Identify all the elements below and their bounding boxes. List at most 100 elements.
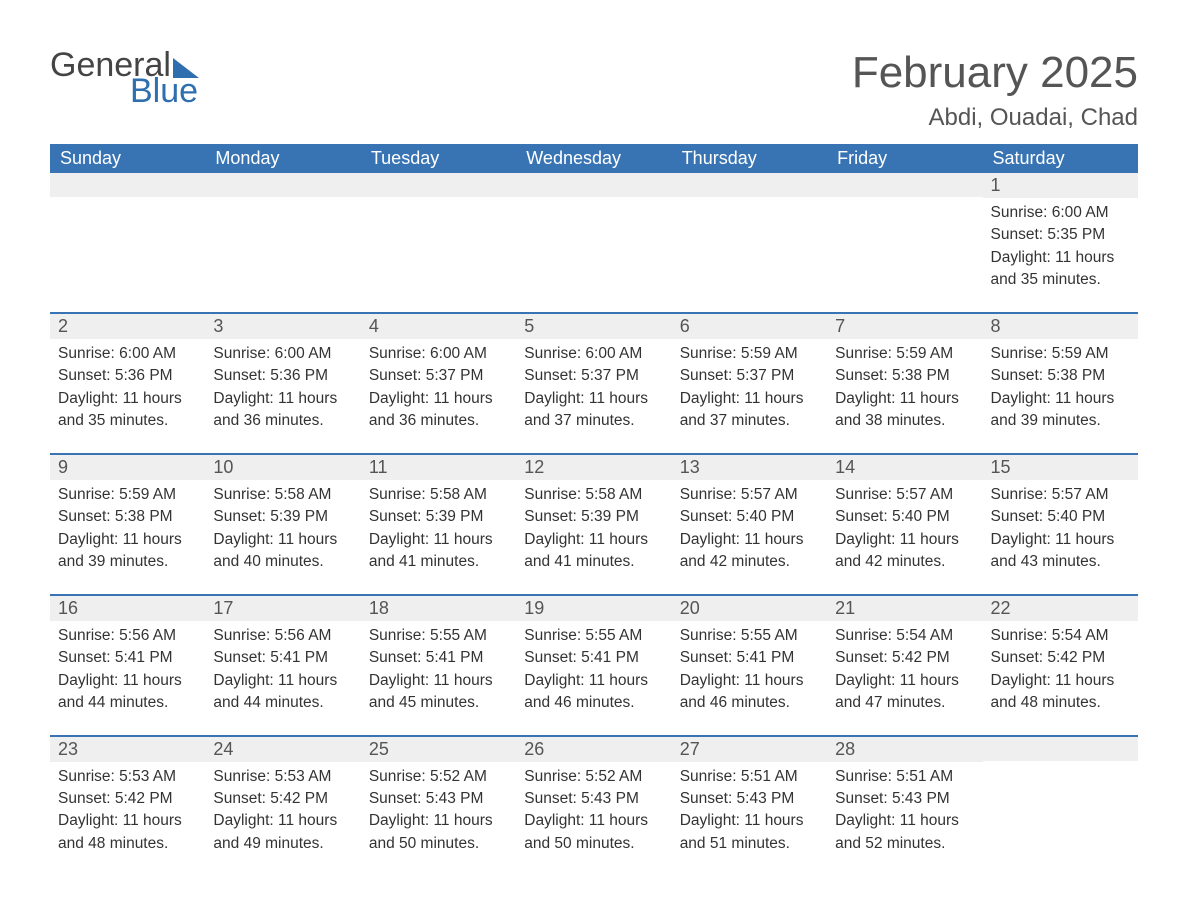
sunset-text: Sunset: 5:43 PM xyxy=(524,788,663,810)
calendar-cell xyxy=(50,173,205,313)
day-details: Sunrise: 5:55 AMSunset: 5:41 PMDaylight:… xyxy=(516,621,671,735)
calendar-cell: 7Sunrise: 5:59 AMSunset: 5:38 PMDaylight… xyxy=(827,313,982,454)
calendar-cell: 4Sunrise: 6:00 AMSunset: 5:37 PMDaylight… xyxy=(361,313,516,454)
title-block: February 2025 Abdi, Ouadai, Chad xyxy=(852,48,1138,132)
day-number: 19 xyxy=(516,596,671,621)
day-details: Sunrise: 5:59 AMSunset: 5:38 PMDaylight:… xyxy=(983,339,1138,453)
day-number: 13 xyxy=(672,455,827,480)
calendar-cell: 5Sunrise: 6:00 AMSunset: 5:37 PMDaylight… xyxy=(516,313,671,454)
daylight-text: Daylight: 11 hours and 47 minutes. xyxy=(835,670,974,715)
daylight-text: Daylight: 11 hours and 52 minutes. xyxy=(835,810,974,855)
sunset-text: Sunset: 5:43 PM xyxy=(680,788,819,810)
sunset-text: Sunset: 5:38 PM xyxy=(835,365,974,387)
day-details: Sunrise: 5:59 AMSunset: 5:37 PMDaylight:… xyxy=(672,339,827,453)
sunset-text: Sunset: 5:42 PM xyxy=(991,647,1130,669)
day-number: 6 xyxy=(672,314,827,339)
sunrise-text: Sunrise: 5:58 AM xyxy=(369,484,508,506)
calendar-week-row: 9Sunrise: 5:59 AMSunset: 5:38 PMDaylight… xyxy=(50,454,1138,595)
calendar-head: SundayMondayTuesdayWednesdayThursdayFrid… xyxy=(50,144,1138,173)
day-details: Sunrise: 5:59 AMSunset: 5:38 PMDaylight:… xyxy=(827,339,982,453)
day-details xyxy=(672,197,827,297)
sunset-text: Sunset: 5:40 PM xyxy=(835,506,974,528)
calendar-cell xyxy=(205,173,360,313)
sunrise-text: Sunrise: 5:52 AM xyxy=(524,766,663,788)
day-number: 28 xyxy=(827,737,982,762)
sunset-text: Sunset: 5:42 PM xyxy=(835,647,974,669)
calendar-cell: 12Sunrise: 5:58 AMSunset: 5:39 PMDayligh… xyxy=(516,454,671,595)
day-number: 26 xyxy=(516,737,671,762)
day-number xyxy=(361,173,516,197)
day-number: 11 xyxy=(361,455,516,480)
calendar-cell: 26Sunrise: 5:52 AMSunset: 5:43 PMDayligh… xyxy=(516,736,671,876)
daylight-text: Daylight: 11 hours and 35 minutes. xyxy=(58,388,197,433)
calendar-cell: 22Sunrise: 5:54 AMSunset: 5:42 PMDayligh… xyxy=(983,595,1138,736)
day-details: Sunrise: 5:54 AMSunset: 5:42 PMDaylight:… xyxy=(827,621,982,735)
day-details: Sunrise: 6:00 AMSunset: 5:35 PMDaylight:… xyxy=(983,198,1138,312)
day-details xyxy=(983,761,1138,861)
daylight-text: Daylight: 11 hours and 42 minutes. xyxy=(680,529,819,574)
day-number: 22 xyxy=(983,596,1138,621)
calendar-cell: 3Sunrise: 6:00 AMSunset: 5:36 PMDaylight… xyxy=(205,313,360,454)
sunset-text: Sunset: 5:42 PM xyxy=(213,788,352,810)
daylight-text: Daylight: 11 hours and 38 minutes. xyxy=(835,388,974,433)
calendar-cell: 19Sunrise: 5:55 AMSunset: 5:41 PMDayligh… xyxy=(516,595,671,736)
day-number: 21 xyxy=(827,596,982,621)
day-number xyxy=(827,173,982,197)
calendar-cell xyxy=(672,173,827,313)
daylight-text: Daylight: 11 hours and 50 minutes. xyxy=(524,810,663,855)
sunset-text: Sunset: 5:38 PM xyxy=(58,506,197,528)
daylight-text: Daylight: 11 hours and 45 minutes. xyxy=(369,670,508,715)
weekday-header: Saturday xyxy=(983,144,1138,173)
sunset-text: Sunset: 5:39 PM xyxy=(213,506,352,528)
sunrise-text: Sunrise: 5:58 AM xyxy=(524,484,663,506)
calendar-table: SundayMondayTuesdayWednesdayThursdayFrid… xyxy=(50,144,1138,875)
day-number: 3 xyxy=(205,314,360,339)
sunrise-text: Sunrise: 5:55 AM xyxy=(369,625,508,647)
sunrise-text: Sunrise: 6:00 AM xyxy=(369,343,508,365)
day-number: 17 xyxy=(205,596,360,621)
daylight-text: Daylight: 11 hours and 50 minutes. xyxy=(369,810,508,855)
calendar-cell xyxy=(827,173,982,313)
weekday-header-row: SundayMondayTuesdayWednesdayThursdayFrid… xyxy=(50,144,1138,173)
day-number: 18 xyxy=(361,596,516,621)
day-details: Sunrise: 5:52 AMSunset: 5:43 PMDaylight:… xyxy=(516,762,671,876)
sunrise-text: Sunrise: 5:55 AM xyxy=(680,625,819,647)
location-text: Abdi, Ouadai, Chad xyxy=(852,104,1138,132)
day-details xyxy=(205,197,360,297)
day-details: Sunrise: 5:54 AMSunset: 5:42 PMDaylight:… xyxy=(983,621,1138,735)
weekday-header: Wednesday xyxy=(516,144,671,173)
calendar-cell: 10Sunrise: 5:58 AMSunset: 5:39 PMDayligh… xyxy=(205,454,360,595)
daylight-text: Daylight: 11 hours and 41 minutes. xyxy=(369,529,508,574)
sunrise-text: Sunrise: 5:57 AM xyxy=(680,484,819,506)
sunset-text: Sunset: 5:37 PM xyxy=(369,365,508,387)
day-details: Sunrise: 5:51 AMSunset: 5:43 PMDaylight:… xyxy=(827,762,982,876)
calendar-cell: 11Sunrise: 5:58 AMSunset: 5:39 PMDayligh… xyxy=(361,454,516,595)
daylight-text: Daylight: 11 hours and 51 minutes. xyxy=(680,810,819,855)
day-number xyxy=(50,173,205,197)
day-details: Sunrise: 5:59 AMSunset: 5:38 PMDaylight:… xyxy=(50,480,205,594)
daylight-text: Daylight: 11 hours and 44 minutes. xyxy=(213,670,352,715)
sunset-text: Sunset: 5:43 PM xyxy=(835,788,974,810)
calendar-week-row: 1Sunrise: 6:00 AMSunset: 5:35 PMDaylight… xyxy=(50,173,1138,313)
day-details xyxy=(827,197,982,297)
day-number xyxy=(516,173,671,197)
sunrise-text: Sunrise: 6:00 AM xyxy=(991,202,1130,224)
sunset-text: Sunset: 5:38 PM xyxy=(991,365,1130,387)
sunrise-text: Sunrise: 5:59 AM xyxy=(680,343,819,365)
calendar-cell: 16Sunrise: 5:56 AMSunset: 5:41 PMDayligh… xyxy=(50,595,205,736)
sunrise-text: Sunrise: 5:58 AM xyxy=(213,484,352,506)
calendar-cell: 17Sunrise: 5:56 AMSunset: 5:41 PMDayligh… xyxy=(205,595,360,736)
calendar-cell: 14Sunrise: 5:57 AMSunset: 5:40 PMDayligh… xyxy=(827,454,982,595)
day-number: 2 xyxy=(50,314,205,339)
calendar-cell: 1Sunrise: 6:00 AMSunset: 5:35 PMDaylight… xyxy=(983,173,1138,313)
day-number: 15 xyxy=(983,455,1138,480)
day-number: 12 xyxy=(516,455,671,480)
sunset-text: Sunset: 5:37 PM xyxy=(680,365,819,387)
sunrise-text: Sunrise: 5:59 AM xyxy=(991,343,1130,365)
day-number: 24 xyxy=(205,737,360,762)
daylight-text: Daylight: 11 hours and 39 minutes. xyxy=(991,388,1130,433)
calendar-cell: 27Sunrise: 5:51 AMSunset: 5:43 PMDayligh… xyxy=(672,736,827,876)
sunrise-text: Sunrise: 5:53 AM xyxy=(213,766,352,788)
day-number: 20 xyxy=(672,596,827,621)
day-number xyxy=(672,173,827,197)
